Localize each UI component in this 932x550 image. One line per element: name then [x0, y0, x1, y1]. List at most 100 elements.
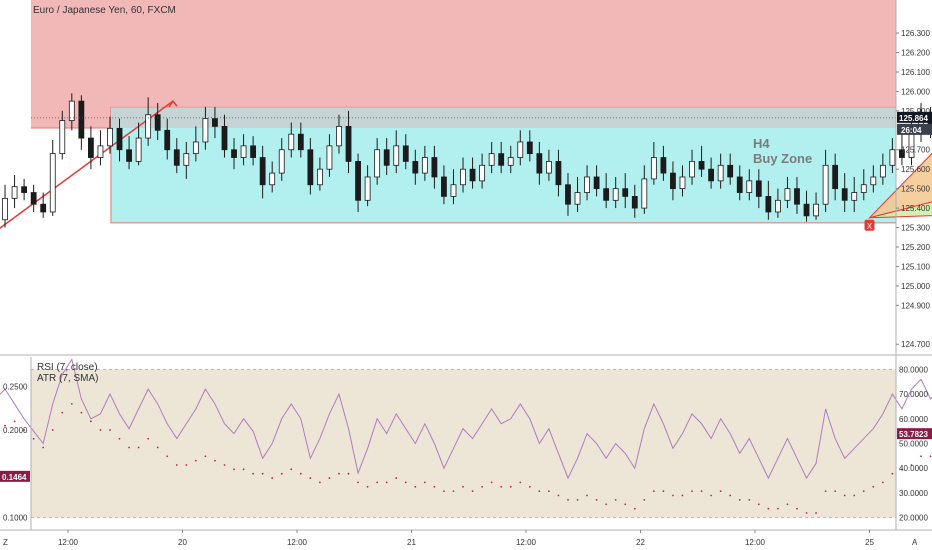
atr-dot [261, 472, 264, 475]
candle-body [660, 157, 667, 174]
price-tick-label: 126.200 [901, 49, 930, 58]
atr-dot [786, 503, 789, 506]
candle-body [126, 149, 132, 162]
candle-body [68, 100, 75, 121]
candle-body [212, 118, 218, 127]
atr-dot [843, 494, 846, 497]
atr-dot [710, 494, 713, 497]
candle-body [822, 164, 829, 205]
overlap-zone [110, 107, 896, 128]
last-price-badge [897, 111, 932, 123]
candle-body [708, 168, 715, 182]
candle-body [250, 145, 257, 158]
time-tick-label: 20 [178, 538, 187, 547]
rsi-legend: RSI (7, close) [37, 362, 98, 373]
candle-body [11, 186, 18, 199]
price-tick-label: 124.900 [901, 301, 930, 310]
oscillator-pane [0, 357, 932, 530]
atr-dot [147, 437, 150, 440]
symbol-title: Euro / Japanese Yen, 60, FXCM [33, 5, 176, 16]
candle-body [2, 197, 8, 221]
candle-body [507, 157, 514, 166]
atr-dot [290, 468, 293, 471]
atr-dot [4, 424, 6, 427]
candle-body [240, 145, 247, 158]
atr-dot [194, 459, 197, 462]
candle-body [670, 172, 676, 190]
price-pane: XABCD0.6030.5191.9270.893H4Buy Zone [0, 0, 932, 231]
xbd-triangle [869, 201, 932, 219]
atr-dot [395, 477, 398, 479]
atr-dot [757, 503, 760, 506]
rsi-tick-label: 80.0000 [899, 365, 928, 374]
atr-dot [309, 477, 312, 479]
sell-zone [31, 0, 896, 128]
atr-dot [51, 429, 54, 431]
price-tick-label: 126.300 [901, 29, 930, 38]
candle-body [154, 114, 161, 131]
atr-dot [109, 429, 111, 431]
rsi-tick-label: 60.0000 [899, 415, 928, 424]
candle-body [145, 114, 152, 139]
atr-dot [490, 481, 493, 484]
candle-body [641, 178, 648, 209]
atr-dot [538, 490, 541, 493]
atr-dot [509, 485, 512, 488]
atr-dot [137, 446, 140, 449]
atr-dot [175, 464, 178, 466]
time-tick-label: 21 [407, 538, 416, 547]
candle-body [202, 118, 209, 143]
trend-line [0, 100, 174, 229]
atr-dot [672, 494, 674, 497]
atr-dot [700, 490, 703, 493]
candle-body [784, 188, 791, 201]
atr-dot [605, 503, 608, 506]
candle-body [431, 157, 438, 178]
candle-body [803, 203, 810, 217]
candle-body [30, 192, 37, 205]
atr-dot [910, 464, 913, 466]
candle-body [469, 168, 476, 182]
atr-dot [519, 481, 522, 484]
candle-body [107, 127, 113, 147]
atr-dot [223, 464, 226, 466]
atr-dot [929, 455, 932, 458]
candle-body [297, 133, 304, 151]
candle-body [765, 196, 772, 213]
last-price-text: 125.864 [899, 114, 928, 123]
price-tick-label: 125.600 [901, 165, 930, 174]
candle-body [889, 149, 896, 166]
rsi-band [31, 369, 896, 518]
candle-body [88, 137, 94, 158]
candle-body [526, 141, 533, 155]
candle-body [231, 149, 237, 158]
atr-dot [824, 490, 827, 493]
candle-body [879, 164, 886, 178]
candle-body [441, 176, 447, 197]
atr-current-text: 0.1464 [2, 473, 27, 482]
candle-body [345, 126, 352, 162]
candle-body [584, 176, 590, 193]
candle-body [536, 153, 543, 174]
atr-dot [423, 481, 426, 484]
point-label: X [867, 222, 873, 231]
atr-dot [920, 455, 922, 458]
candle-body [631, 196, 638, 209]
candle-body [183, 153, 190, 166]
atr-dot [624, 503, 627, 506]
time-tick-label: 22 [636, 538, 645, 547]
candle-body [689, 161, 695, 178]
atr-dot [881, 481, 884, 484]
trend-arrow [168, 99, 178, 108]
atr-dot [328, 477, 331, 479]
atr-dot [643, 498, 646, 501]
atr-dot [366, 485, 369, 488]
atr-dot [681, 494, 684, 497]
candle-body [593, 176, 600, 190]
corner-right: A [912, 538, 918, 547]
atr-dot [834, 490, 837, 493]
atr-dot [862, 490, 865, 493]
atr-dot [338, 472, 340, 475]
